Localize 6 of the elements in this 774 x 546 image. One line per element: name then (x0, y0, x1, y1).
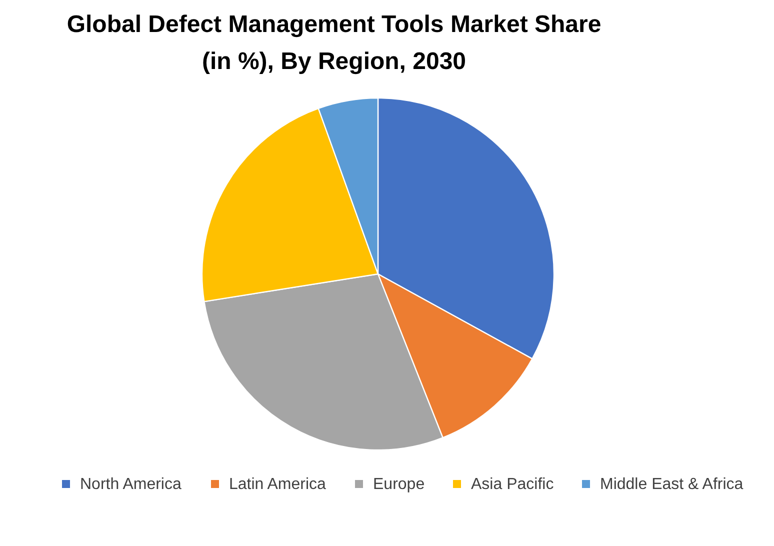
legend-label: Latin America (229, 476, 326, 493)
legend-label: Middle East & Africa (600, 476, 744, 493)
legend-label: North America (80, 476, 182, 493)
legend-label: Asia Pacific (471, 476, 554, 493)
chart-title: Global Defect Management Tools Market Share (in %), By Region, 2030 (66, 11, 602, 75)
legend-label: Europe (373, 476, 425, 493)
